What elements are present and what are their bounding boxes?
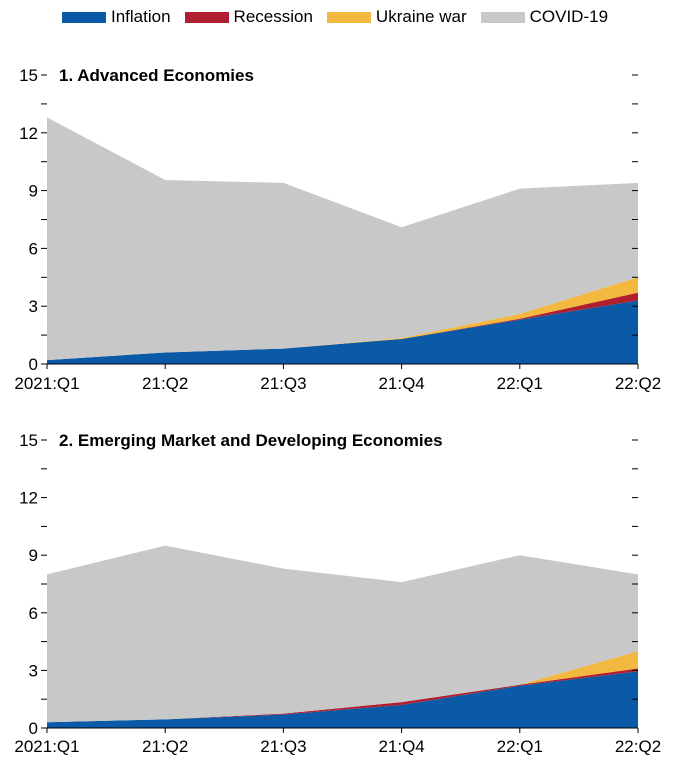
y-tick-label-panel-2: 0 [29, 719, 38, 738]
x-tick-label-panel-1: 2021:Q1 [14, 374, 79, 393]
x-tick-label-panel-2: 2021:Q1 [14, 737, 79, 756]
y-tick-label-panel-1: 6 [29, 239, 38, 258]
legend-label-covid: COVID-19 [529, 7, 609, 26]
legend-item-inflation: Inflation [62, 7, 171, 27]
area-inflation-panel-1 [47, 300, 638, 364]
area-inflation-panel-2 [47, 671, 638, 728]
x-tick-label-panel-2: 21:Q3 [260, 737, 306, 756]
x-tick-label-panel-1: 21:Q3 [260, 374, 306, 393]
x-tick-label-panel-2: 21:Q4 [378, 737, 424, 756]
legend: Inflation Recession Ukraine war COVID-19 [62, 6, 622, 28]
y-tick-label-panel-2: 12 [19, 489, 38, 508]
y-tick-label-panel-1: 3 [29, 297, 38, 316]
y-tick-label-panel-2: 9 [29, 546, 38, 565]
area-covid-19-panel-2 [47, 545, 638, 723]
x-tick-label-panel-1: 21:Q4 [378, 374, 424, 393]
legend-item-covid: COVID-19 [480, 7, 609, 27]
legend-item-ukraine-war: Ukraine war [326, 7, 467, 27]
legend-swatch-inflation [62, 11, 106, 23]
x-tick-label-panel-1: 22:Q2 [615, 374, 661, 393]
y-tick-label-panel-2: 15 [19, 431, 38, 450]
x-tick-label-panel-1: 21:Q2 [142, 374, 188, 393]
y-tick-label-panel-2: 6 [29, 604, 38, 623]
legend-swatch-ukraine-war [326, 11, 371, 23]
panel-title-2: 2. Emerging Market and Developing Econom… [59, 431, 443, 450]
x-tick-label-panel-1: 22:Q1 [497, 374, 543, 393]
x-tick-label-panel-2: 21:Q2 [142, 737, 188, 756]
legend-label-inflation: Inflation [111, 7, 171, 26]
area-ukraine-war-panel-1 [47, 277, 638, 361]
y-tick-label-panel-1: 12 [19, 124, 38, 143]
y-tick-label-panel-1: 15 [19, 66, 38, 85]
y-tick-label-panel-2: 3 [29, 661, 38, 680]
legend-label-ukraine-war: Ukraine war [375, 7, 467, 26]
x-tick-label-panel-2: 22:Q2 [615, 737, 661, 756]
panel-title-1: 1. Advanced Economies [59, 66, 254, 85]
legend-label-recession: Recession [233, 7, 313, 26]
y-tick-label-panel-1: 9 [29, 182, 38, 201]
legend-swatch-recession [184, 11, 229, 23]
x-tick-label-panel-2: 22:Q1 [497, 737, 543, 756]
y-tick-label-panel-1: 0 [29, 355, 38, 374]
legend-swatch-covid [480, 11, 525, 23]
legend-item-recession: Recession [184, 7, 313, 27]
area-covid-19-panel-1 [47, 117, 638, 361]
